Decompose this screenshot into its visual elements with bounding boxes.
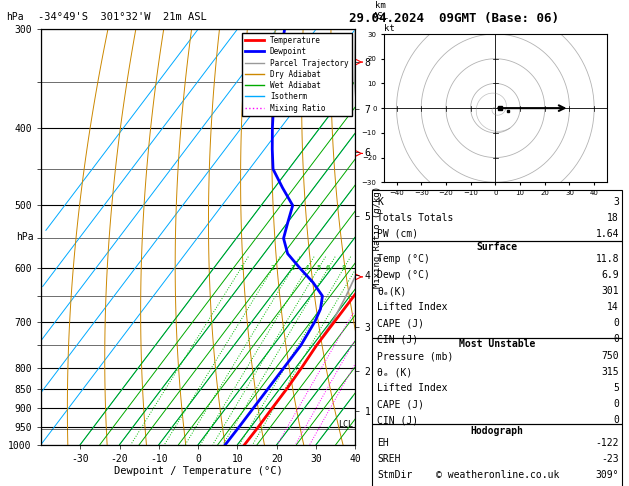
Text: 5: 5 [316, 265, 321, 271]
Text: θₑ (K): θₑ (K) [377, 367, 413, 377]
Text: 0: 0 [613, 399, 619, 409]
Text: 1: 1 [239, 265, 243, 271]
Text: 315: 315 [601, 367, 619, 377]
Legend: Temperature, Dewpoint, Parcel Trajectory, Dry Adiabat, Wet Adiabat, Isotherm, Mi: Temperature, Dewpoint, Parcel Trajectory… [242, 33, 352, 116]
Text: 3: 3 [291, 265, 294, 271]
Text: 14: 14 [607, 302, 619, 312]
Text: PW (cm): PW (cm) [377, 229, 418, 239]
Text: 4: 4 [305, 265, 309, 271]
Text: CAPE (J): CAPE (J) [377, 318, 425, 328]
Text: CIN (J): CIN (J) [377, 416, 418, 425]
Text: SREH: SREH [377, 454, 401, 464]
Text: Pressure (mb): Pressure (mb) [377, 351, 454, 361]
Text: Hodograph: Hodograph [470, 426, 524, 435]
Text: 5: 5 [613, 383, 619, 393]
Text: 11.8: 11.8 [596, 254, 619, 264]
Text: K: K [377, 197, 383, 207]
Text: 2: 2 [270, 265, 275, 271]
Text: StmDir: StmDir [377, 470, 413, 480]
Text: EH: EH [377, 438, 389, 448]
Y-axis label: Mixing Ratio (g/kg): Mixing Ratio (g/kg) [373, 186, 382, 288]
Text: θₑ(K): θₑ(K) [377, 286, 407, 296]
Text: Lifted Index: Lifted Index [377, 383, 448, 393]
Text: 0: 0 [613, 334, 619, 344]
Text: -122: -122 [596, 438, 619, 448]
Text: kt: kt [384, 24, 395, 33]
Text: CIN (J): CIN (J) [377, 334, 418, 344]
Text: 8: 8 [342, 265, 346, 271]
Text: Lifted Index: Lifted Index [377, 302, 448, 312]
Text: 301: 301 [601, 286, 619, 296]
Text: Surface: Surface [477, 242, 518, 252]
Text: © weatheronline.co.uk: © weatheronline.co.uk [435, 470, 559, 480]
Text: 3: 3 [613, 197, 619, 207]
Text: 6.9: 6.9 [601, 270, 619, 280]
Text: hPa: hPa [6, 12, 24, 22]
Text: 309°: 309° [596, 470, 619, 480]
Text: -23: -23 [601, 454, 619, 464]
Text: 0: 0 [613, 416, 619, 425]
Text: Totals Totals: Totals Totals [377, 213, 454, 223]
Text: km
ASL: km ASL [372, 1, 389, 21]
Text: CAPE (J): CAPE (J) [377, 399, 425, 409]
Text: 29.04.2024  09GMT (Base: 06): 29.04.2024 09GMT (Base: 06) [349, 12, 559, 25]
Text: Temp (°C): Temp (°C) [377, 254, 430, 264]
Text: hPa: hPa [16, 232, 33, 242]
Text: Most Unstable: Most Unstable [459, 339, 535, 349]
Text: 6: 6 [326, 265, 330, 271]
Text: Dewp (°C): Dewp (°C) [377, 270, 430, 280]
Text: 18: 18 [607, 213, 619, 223]
Text: -34°49'S  301°32'W  21m ASL: -34°49'S 301°32'W 21m ASL [38, 12, 206, 22]
X-axis label: Dewpoint / Temperature (°C): Dewpoint / Temperature (°C) [114, 467, 282, 476]
Text: 1.64: 1.64 [596, 229, 619, 239]
Text: 750: 750 [601, 351, 619, 361]
Text: LCL: LCL [338, 420, 353, 429]
Text: 0: 0 [613, 318, 619, 328]
